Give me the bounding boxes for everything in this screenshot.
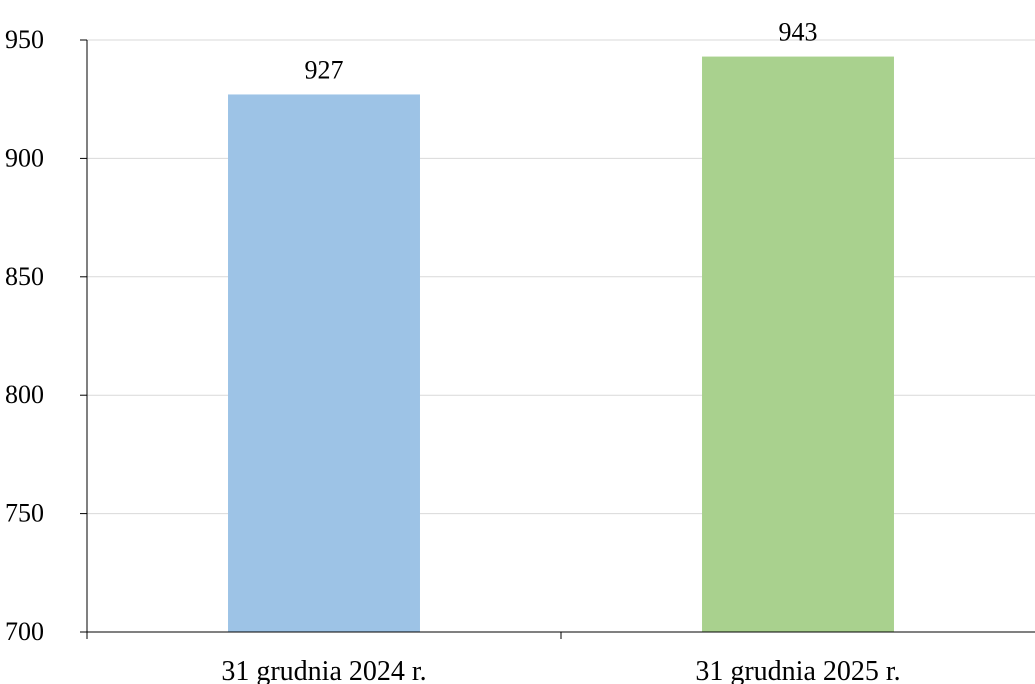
x-tick-label: 31 grudnia 2024 r. — [221, 656, 426, 684]
bars — [228, 56, 894, 633]
bar-value-label: 943 — [779, 18, 818, 47]
y-tick-label: 950 — [5, 25, 44, 54]
bar — [228, 94, 420, 633]
y-tick-label: 700 — [5, 617, 44, 646]
bar-value-label: 927 — [305, 55, 344, 84]
x-axis-ticks: 31 grudnia 2024 r. 31 grudnia 2025 r. — [86, 632, 901, 684]
x-tick-label: 31 grudnia 2025 r. — [695, 656, 900, 684]
y-tick-label: 900 — [5, 143, 44, 172]
bar — [702, 56, 894, 633]
y-tick-label: 750 — [5, 499, 44, 528]
data-labels: 927 943 — [305, 18, 818, 85]
y-axis-ticks: 700 750 800 850 900 950 — [5, 25, 87, 646]
y-tick-label: 850 — [5, 262, 44, 291]
y-tick-label: 800 — [5, 380, 44, 409]
